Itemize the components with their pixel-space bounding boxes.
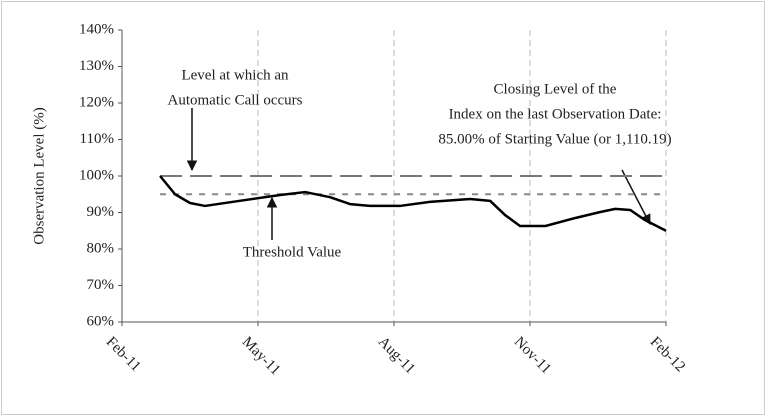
- annotation: Automatic Call occurs: [168, 92, 303, 108]
- y-tick-label: 120%: [79, 94, 114, 110]
- y-tick-label: 110%: [80, 131, 114, 147]
- y-tick-label: 130%: [79, 58, 114, 74]
- annotation: 85.00% of Starting Value (or 1,110.19): [438, 131, 671, 147]
- annotation: Closing Level of the: [494, 81, 617, 97]
- annotation: Threshold Value: [243, 244, 342, 260]
- y-tick-label: 100%: [79, 167, 114, 183]
- y-tick-label: 80%: [87, 240, 115, 256]
- y-tick-label: 90%: [87, 204, 115, 220]
- arrow: [621, 169, 651, 225]
- y-tick-label: 140%: [79, 21, 114, 37]
- y-tick-label: 60%: [87, 313, 115, 329]
- y-axis-label: Observation Level (%): [31, 107, 47, 244]
- data-line: [159, 175, 667, 232]
- annotation: Index on the last Observation Date:: [449, 106, 662, 122]
- y-tick-label: 70%: [87, 277, 115, 293]
- annotation: Level at which an: [181, 67, 289, 83]
